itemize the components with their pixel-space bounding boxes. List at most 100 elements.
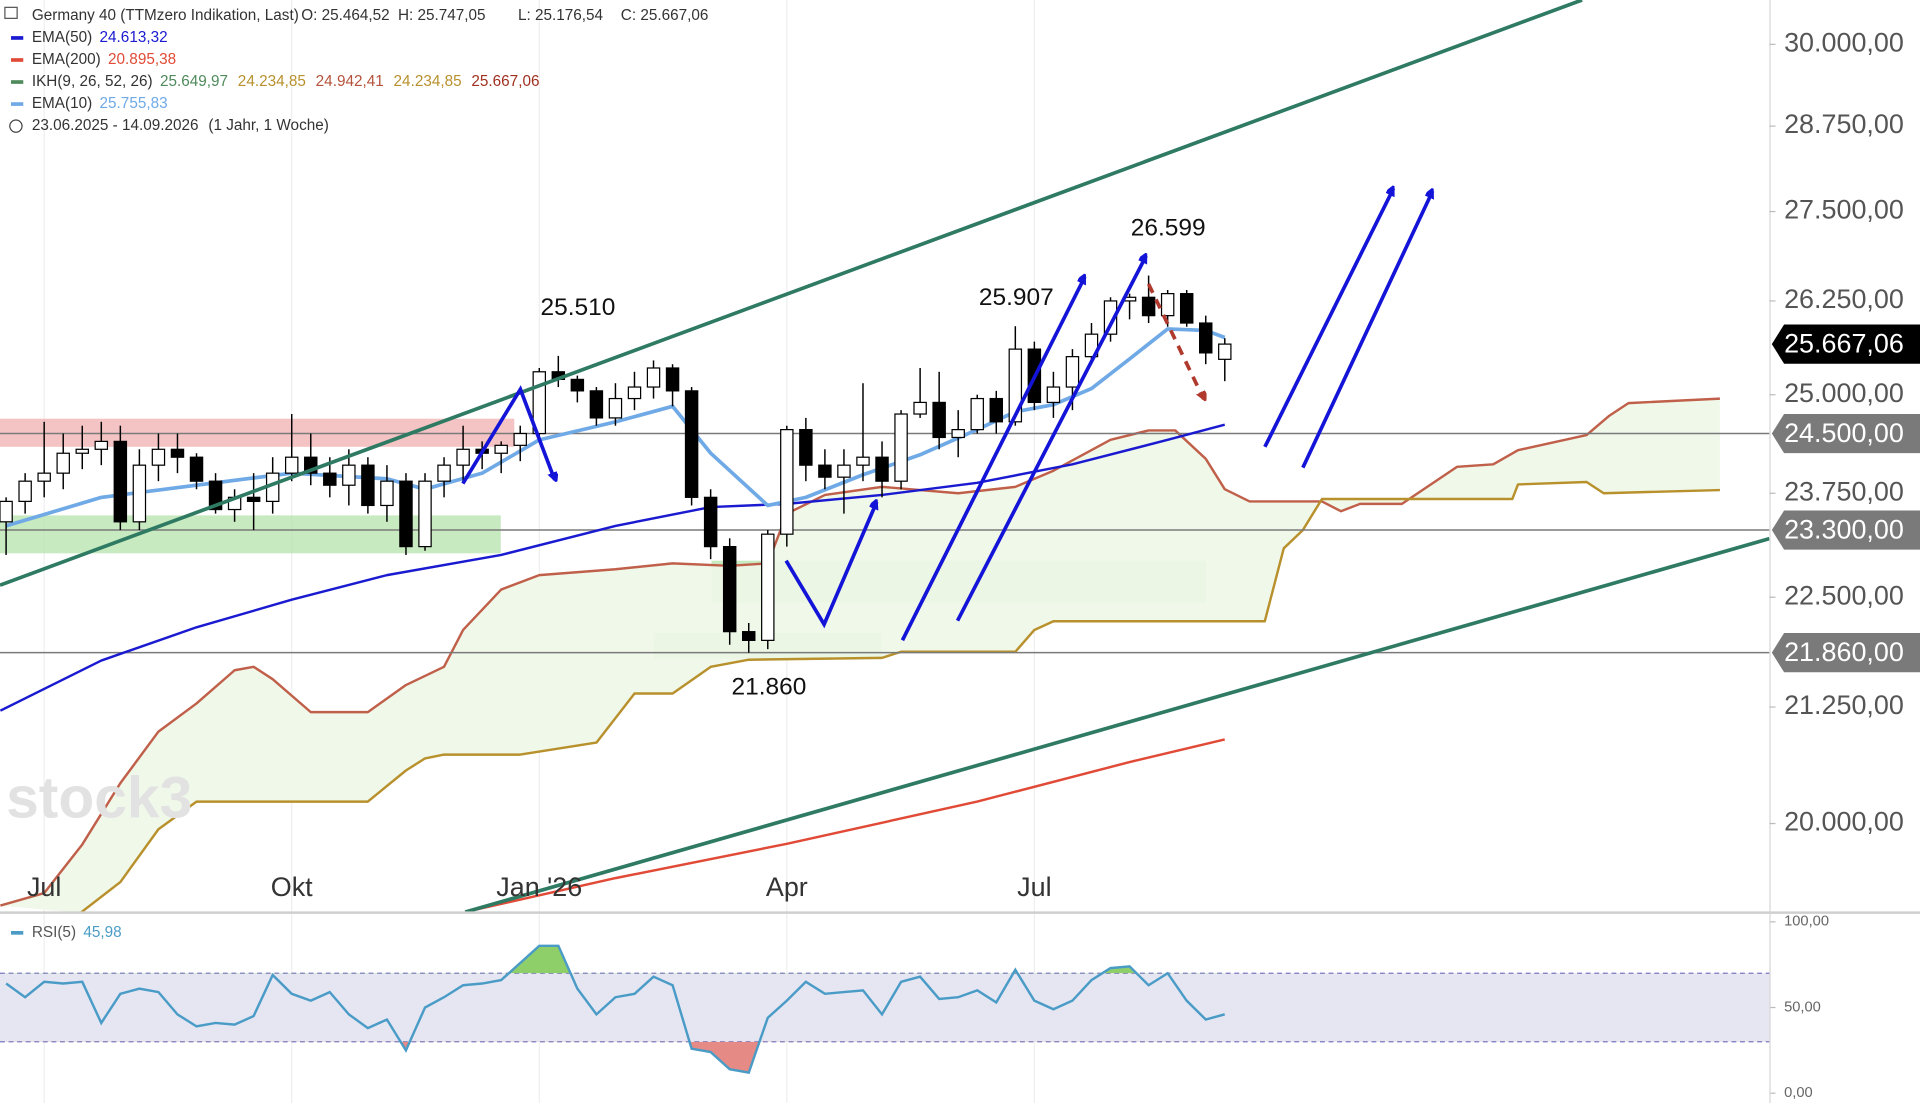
drawings [0, 0, 1770, 913]
candle-body [1160, 293, 1175, 317]
candle-body [875, 456, 889, 482]
candle-body [970, 397, 984, 431]
candle-body [894, 413, 908, 482]
candle-body [1141, 296, 1156, 317]
price-line-label: 21.860,00 [1784, 637, 1904, 667]
candle-body [75, 448, 89, 454]
icon [4, 6, 18, 19]
ohlc-label: L: 25.176,54 [518, 7, 604, 24]
x-tick-label: Jul [1017, 872, 1051, 902]
candle-body [37, 472, 51, 482]
legend-value: 25.755,83 [100, 95, 168, 112]
candle-body [1008, 348, 1023, 423]
clock-icon [9, 119, 23, 133]
candle-body [342, 464, 356, 486]
candle-body [1084, 333, 1099, 358]
date-range: 23.06.2025 - 14.09.2026 [32, 117, 199, 134]
last-price-box [1771, 324, 1920, 364]
candle-body [1046, 386, 1061, 404]
price-line-box [1771, 633, 1920, 673]
arrow-down [1146, 283, 1204, 399]
candle-body [0, 500, 13, 523]
candle-body [361, 464, 375, 507]
trend-channel-lower [464, 536, 1770, 913]
candle-body [513, 432, 527, 446]
candle-body [437, 464, 451, 482]
candle-body [722, 545, 737, 633]
candle-body [780, 429, 794, 535]
candle-body [608, 397, 623, 419]
trend-channel-upper [0, 0, 1583, 587]
resistance-zone [0, 418, 515, 447]
candle-body [799, 429, 813, 466]
rsi-name: RSI(5) [32, 924, 76, 941]
annotation: 25.907 [979, 284, 1054, 311]
x-tick-label: Okt [271, 872, 313, 902]
candle-body [18, 480, 32, 503]
ema-line [464, 738, 1226, 913]
candle-body [951, 429, 965, 439]
candle-body [989, 397, 1004, 423]
candle-body [703, 496, 718, 548]
arrow [1301, 191, 1435, 469]
rsi-line [5, 944, 1226, 1075]
candle-body [589, 390, 604, 419]
legend-value: 25.667,06 [471, 73, 539, 90]
ohlc-label: H: 25.747,05 [398, 7, 486, 24]
ema-line [0, 423, 1226, 712]
title: Germany 40 (TTMzero Indikation, Last) [32, 7, 299, 24]
candle-body [284, 456, 299, 474]
legend-name: EMA(50) [32, 29, 92, 46]
candle-body [646, 367, 661, 388]
candle-body [323, 472, 337, 486]
candle-body [1199, 322, 1213, 354]
candle-body [456, 448, 470, 466]
candle-body [856, 456, 870, 466]
y-tick-label: 25.000,00 [1784, 378, 1904, 408]
candle-body [399, 480, 413, 548]
legend-name: EMA(10) [32, 95, 92, 112]
y-tick-label: 30.000,00 [1784, 27, 1904, 57]
candle-body [132, 464, 147, 523]
price-line-label: 24.500,00 [1784, 418, 1904, 448]
legend-value: 25.649,97 [160, 73, 228, 90]
candle-body [246, 496, 261, 503]
annotation: 26.599 [1131, 214, 1206, 241]
rsi-value: 45,98 [83, 924, 121, 941]
price-line-label: 23.300,00 [1784, 514, 1904, 544]
y-tick-label: 22.500,00 [1784, 580, 1904, 610]
legend-value: 20.895,38 [108, 51, 176, 68]
arrow [461, 385, 555, 485]
last-price-label: 25.667,06 [1784, 328, 1904, 358]
y-tick-label: 21.250,00 [1784, 690, 1904, 720]
candle-body [494, 444, 508, 454]
legend-value: 24.234,85 [238, 73, 306, 90]
legend-value: 24.234,85 [394, 73, 462, 90]
support-zone [0, 515, 501, 554]
x-tick-label: Jan '26 [496, 872, 582, 902]
candle-body [94, 440, 109, 450]
x-tick-label: Jul [27, 872, 61, 902]
candle-body [932, 401, 946, 439]
candle-body [741, 631, 756, 641]
candle-body [113, 440, 128, 523]
legend-name: EMA(200) [32, 51, 101, 68]
candle-body [818, 464, 832, 478]
candles [0, 275, 1232, 653]
rsi-tick-label: 100,00 [1784, 914, 1829, 930]
arrow [955, 256, 1148, 622]
ohlc-label: C: 25.667,06 [621, 7, 709, 24]
arrow [1263, 189, 1396, 448]
candle-body [684, 390, 699, 498]
candle-body [1218, 343, 1232, 360]
plot-area [0, 327, 1770, 913]
legend-value: 24.942,41 [316, 73, 384, 90]
legend-name: IKH(9, 26, 52, 26) [32, 73, 153, 90]
senkou-span-b [79, 480, 1720, 913]
watermark: stock3 [6, 765, 192, 830]
candle-body [570, 378, 585, 392]
candle-body [1179, 293, 1194, 324]
arrow [784, 502, 877, 629]
